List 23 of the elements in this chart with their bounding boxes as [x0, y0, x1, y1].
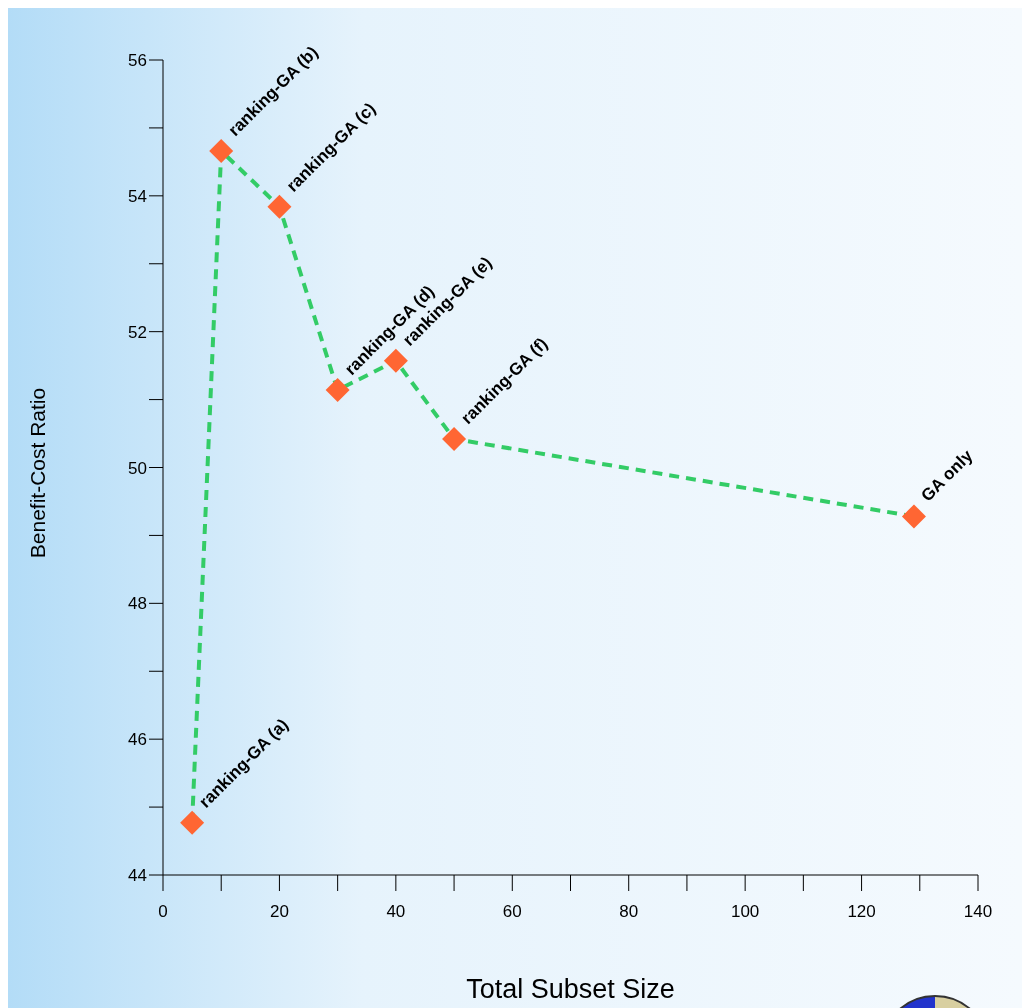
x-tick-label: 0 — [158, 902, 168, 922]
y-tick-label: 54 — [128, 186, 147, 206]
x-tick-label: 80 — [619, 902, 639, 922]
x-axis-title: Total Subset Size — [465, 974, 676, 1005]
x-tick-label: 140 — [963, 902, 993, 922]
x-tick-label: 40 — [386, 902, 406, 922]
x-tick-label: 120 — [847, 902, 876, 922]
y-tick-label: 48 — [128, 594, 147, 614]
y-tick-label: 50 — [128, 458, 147, 478]
point — [901, 504, 926, 529]
y-axis-title: Benefit-Cost Ratio — [26, 387, 50, 559]
point — [325, 378, 350, 403]
point — [180, 810, 205, 835]
x-tick-label: 100 — [730, 902, 760, 922]
y-tick-label: 44 — [128, 866, 147, 886]
x-tick-label: 20 — [269, 902, 289, 922]
x-tick-label: 60 — [502, 902, 522, 922]
point — [442, 426, 467, 451]
y-tick-label: 52 — [128, 322, 147, 342]
point — [209, 139, 234, 164]
y-tick-label: 56 — [128, 51, 147, 71]
point — [267, 194, 292, 219]
y-tick-label: 46 — [128, 730, 147, 750]
